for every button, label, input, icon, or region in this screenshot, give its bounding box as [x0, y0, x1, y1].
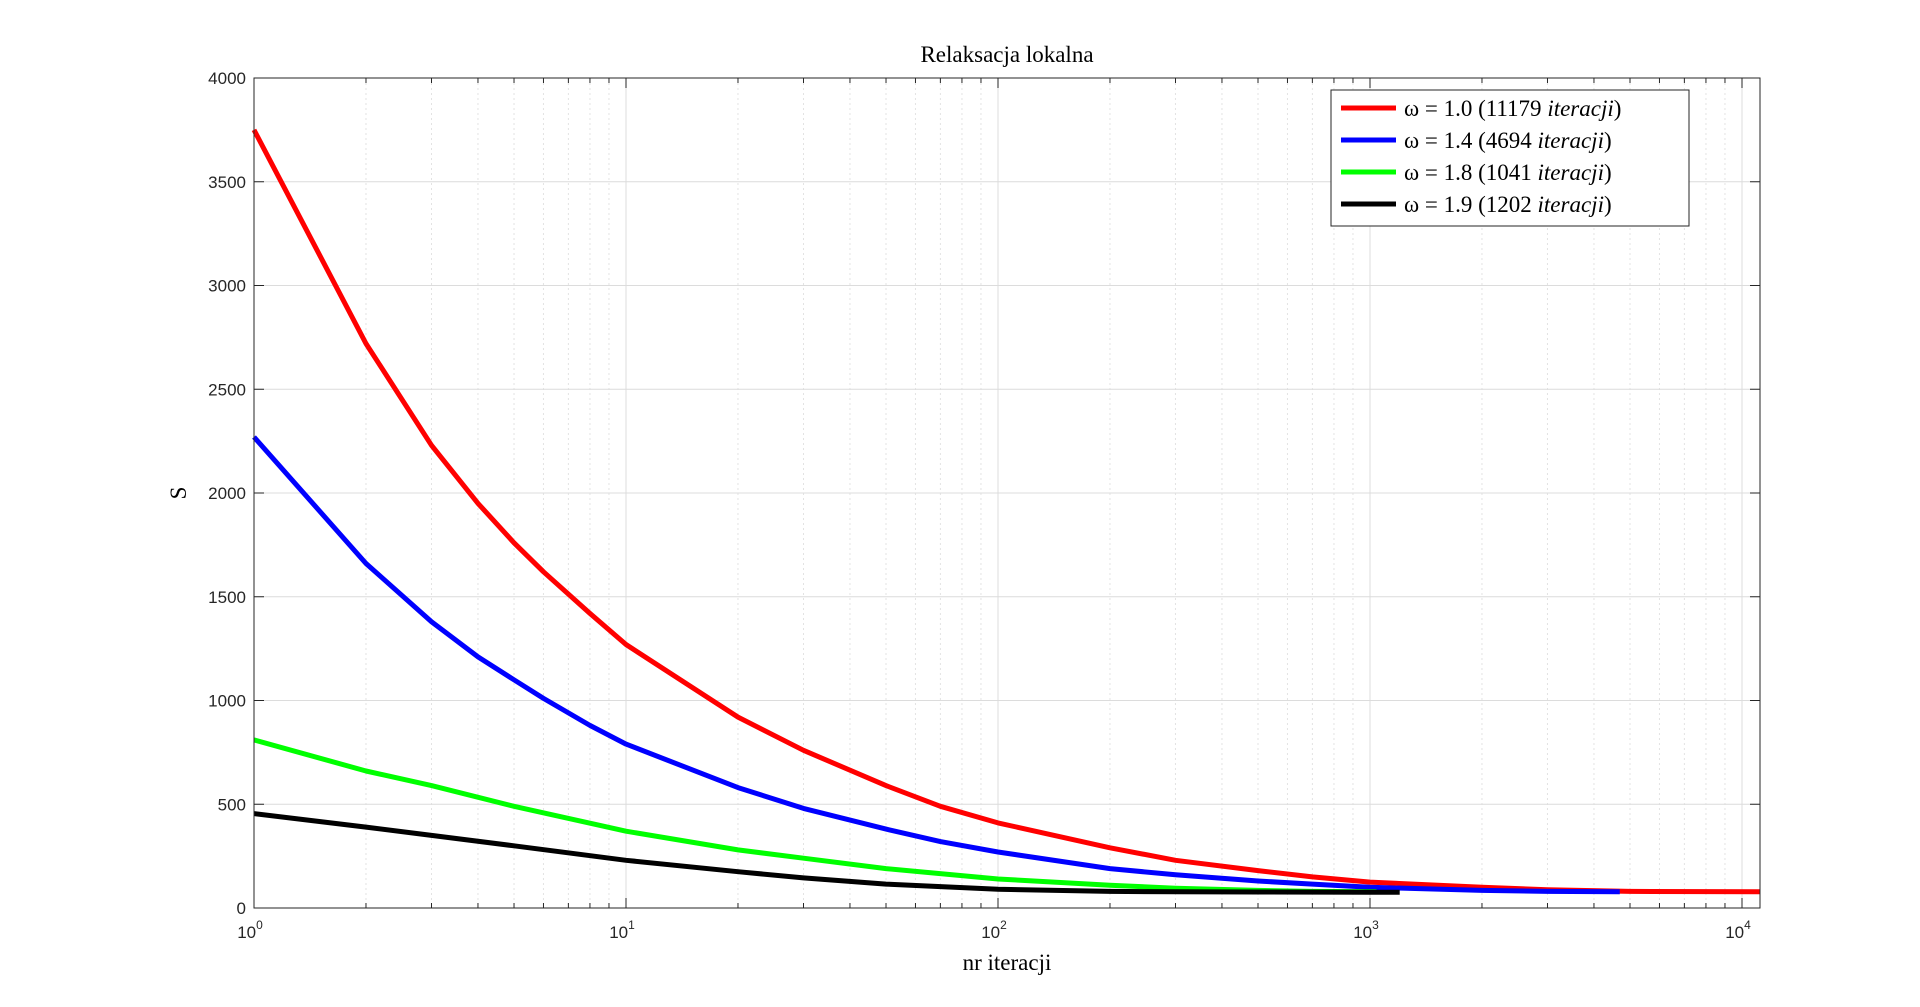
series-line-1 [251, 128, 1761, 895]
y-axis-label: S [166, 487, 191, 500]
legend-label: ω = 1.8 (1041 iteracji) [1404, 160, 1612, 185]
y-tick-label: 4000 [208, 69, 246, 88]
series-line-2 [252, 435, 1620, 895]
y-tick-label: 0 [237, 899, 246, 918]
series-line-4 [253, 811, 1400, 895]
series-line-3 [253, 737, 1377, 895]
x-tick-label: 101 [609, 918, 635, 942]
y-tick-label: 3000 [208, 277, 246, 296]
y-tick-label: 500 [218, 795, 246, 814]
chart-title: Relaksacja lokalna [920, 42, 1093, 67]
legend-label: ω = 1.4 (4694 iteracji) [1404, 128, 1612, 153]
y-tick-label: 2000 [208, 484, 246, 503]
x-tick-labels: 100 101 102 103 104 [237, 918, 1751, 942]
y-tick-label: 2500 [208, 380, 246, 399]
x-tick-label: 104 [1725, 918, 1751, 942]
x-tick-label: 102 [981, 918, 1007, 942]
legend: ω = 1.0 (11179 iteracji) ω = 1.4 (4694 it… [1330, 89, 1690, 227]
x-tick-label: 100 [237, 918, 263, 942]
y-tick-label: 1500 [208, 588, 246, 607]
x-tick-label: 103 [1353, 918, 1379, 942]
grid [253, 77, 1760, 909]
series-lines [251, 128, 1761, 895]
y-tick-label: 3500 [208, 173, 246, 192]
legend-label: ω = 1.9 (1202 iteracji) [1404, 192, 1612, 217]
tick-marks [253, 77, 1760, 909]
y-tick-labels: 0 500 1000 1500 2000 2500 3000 3500 4000 [208, 69, 246, 918]
x-axis-label: nr iteracji [963, 950, 1052, 975]
legend-label: ω = 1.0 (11179 iteracji) [1404, 96, 1621, 121]
y-tick-label: 1000 [208, 692, 246, 711]
